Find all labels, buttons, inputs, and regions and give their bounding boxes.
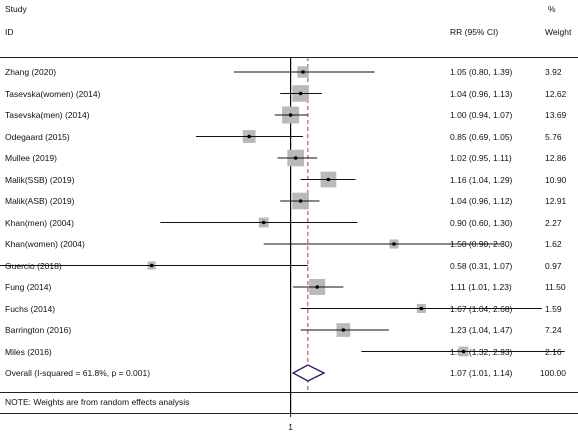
study-ci-text: 0.85 (0.69, 1.05)	[450, 131, 513, 142]
header-percent: %	[548, 4, 556, 14]
study-ci-text: 0.90 (0.60, 1.30)	[450, 217, 513, 228]
study-ci-text: 1.16 (1.04, 1.29)	[450, 174, 513, 185]
study-point	[293, 156, 298, 160]
study-label: Khan(women) (2004)	[5, 239, 85, 249]
study-weight: 12.86	[545, 153, 567, 163]
study-label: Malik(SSB) (2019)	[5, 174, 75, 185]
x-tick-label: 1	[288, 422, 293, 432]
header-study: Study	[5, 4, 27, 14]
study-label: Zhang (2020)	[5, 67, 57, 77]
study-point	[461, 349, 466, 354]
study-point	[326, 177, 331, 182]
study-label: Khan(men) (2004)	[5, 217, 74, 228]
study-point	[247, 134, 251, 139]
study-ci-text: 1.05 (0.80, 1.39)	[450, 67, 513, 77]
study-weight: 5.76	[545, 131, 562, 142]
study-weight: 7.24	[545, 325, 562, 335]
study-label: Malik(ASB) (2019)	[5, 196, 75, 206]
study-ci-text: 1.00 (0.94, 1.07)	[450, 110, 513, 120]
study-point	[261, 220, 266, 225]
study-ci-text: 1.04 (0.96, 1.13)	[450, 88, 513, 99]
study-label: Fung (2014)	[5, 282, 52, 292]
study-label: Mullee (2019)	[5, 153, 57, 163]
study-weight: 1.59	[545, 303, 562, 314]
overall-label: Overall (I-squared = 61.8%, p = 0.001)	[5, 368, 151, 378]
study-weight: 11.50	[545, 282, 566, 292]
header-id: ID	[5, 27, 14, 37]
study-point	[419, 306, 424, 311]
study-label: Tasevska(men) (2014)	[5, 110, 90, 120]
study-weight: 3.92	[545, 67, 562, 77]
overall-diamond	[291, 364, 326, 382]
study-ci-text: 1.02 (0.95, 1.11)	[450, 153, 512, 163]
study-point	[298, 199, 303, 203]
study-weight: 10.90	[545, 174, 567, 185]
overall-ci-text: 1.07 (1.01, 1.14)	[450, 368, 513, 378]
study-ci-text: 1.11 (1.01, 1.23)	[450, 282, 512, 292]
study-weight: 12.91	[545, 196, 567, 206]
study-label: Odegaard (2015)	[5, 131, 70, 142]
footnote: NOTE: Weights are from random effects an…	[5, 397, 190, 407]
study-point	[392, 242, 396, 246]
study-label: Tasevska(women) (2014)	[5, 88, 101, 99]
study-point	[315, 285, 320, 289]
study-point	[288, 113, 293, 117]
study-point	[301, 70, 305, 74]
header-weight: Weight	[545, 27, 572, 37]
study-label: Fuchs (2014)	[5, 303, 56, 314]
study-point	[298, 91, 303, 96]
study-point	[341, 328, 346, 332]
study-weight: 13.69	[545, 110, 567, 120]
study-ci-text: 1.04 (0.96, 1.12)	[450, 196, 513, 206]
header-rr-ci: RR (95% CI)	[450, 27, 499, 37]
study-weight: 2.27	[545, 217, 562, 228]
study-ci-text: 0.58 (0.31, 1.07)	[450, 260, 513, 271]
study-weight: 12.62	[545, 88, 567, 99]
study-ci-text: 1.23 (1.04, 1.47)	[450, 325, 513, 335]
study-weight: 0.97	[545, 260, 562, 271]
study-label: Barrington (2016)	[5, 325, 72, 335]
study-point	[149, 263, 154, 268]
study-weight: 1.62	[545, 239, 562, 249]
study-label: Miles (2016)	[5, 346, 52, 357]
overall-weight: 100.00	[540, 368, 566, 378]
